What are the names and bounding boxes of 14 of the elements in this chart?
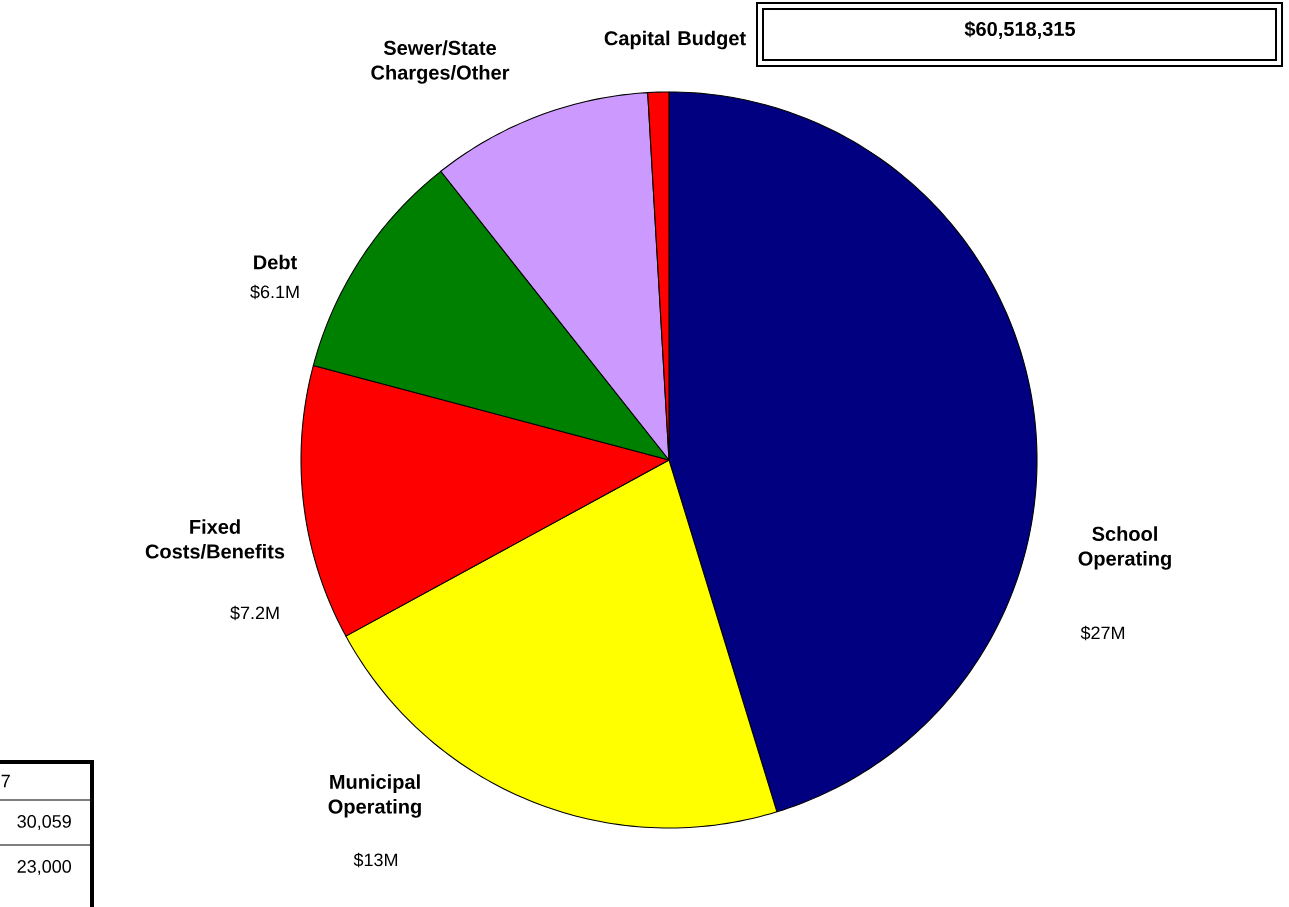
text: 30,059	[17, 815, 71, 830]
text: 7	[1, 774, 10, 788]
data-label: $7.2M	[230, 605, 279, 621]
data-label: $27M	[1080, 625, 1125, 641]
slice-label: Debt	[254, 254, 297, 270]
slice-label: Municipal Operating	[328, 774, 421, 818]
text: 23,000	[17, 860, 72, 875]
slice-label: School Operating	[1078, 526, 1171, 570]
slice-label: Fixed Costs/Benefits	[145, 519, 285, 559]
chart-title: $60,518,315	[964, 21, 1076, 39]
slice-label: Capital Budget	[604, 30, 746, 50]
data-label: $13M	[353, 852, 398, 868]
slice-label: Sewer/State Charges/Other	[371, 40, 510, 84]
data-label: $6.1M	[250, 284, 299, 300]
